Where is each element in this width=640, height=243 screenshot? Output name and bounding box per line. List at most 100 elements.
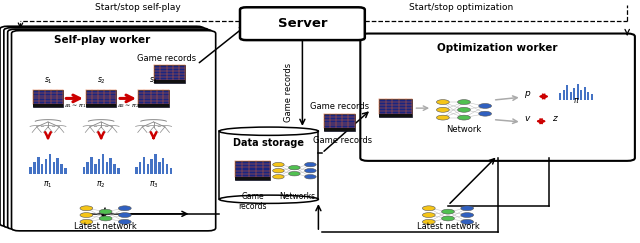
Bar	[235, 161, 270, 180]
Circle shape	[442, 209, 454, 214]
FancyBboxPatch shape	[8, 29, 212, 229]
Text: Game
records: Game records	[239, 192, 267, 211]
Bar	[90, 157, 93, 174]
Bar	[41, 165, 44, 174]
Bar	[33, 104, 63, 107]
Bar	[147, 165, 149, 174]
Circle shape	[118, 219, 131, 224]
Circle shape	[80, 206, 93, 211]
Bar	[154, 80, 185, 83]
Text: $z$: $z$	[552, 114, 559, 123]
Bar	[45, 159, 47, 174]
Text: $s_1$: $s_1$	[44, 75, 52, 86]
FancyBboxPatch shape	[4, 28, 208, 228]
Bar	[138, 90, 169, 107]
Text: Game records: Game records	[313, 136, 372, 145]
Text: $\pi$: $\pi$	[573, 96, 579, 105]
Bar	[37, 157, 40, 174]
Text: Start/stop self-play: Start/stop self-play	[95, 3, 180, 12]
Bar	[86, 90, 116, 107]
Bar	[83, 166, 85, 174]
Bar	[566, 86, 568, 100]
Text: $\pi_2$: $\pi_2$	[97, 180, 106, 190]
Circle shape	[289, 165, 300, 170]
Bar	[102, 154, 104, 174]
Bar	[235, 177, 270, 180]
Text: Self-play worker: Self-play worker	[54, 35, 150, 45]
Bar	[64, 168, 67, 174]
Text: Latest network: Latest network	[417, 222, 479, 231]
Circle shape	[422, 213, 435, 217]
Text: $a_2{\sim}\pi_2$: $a_2{\sim}\pi_2$	[116, 102, 140, 110]
Bar	[584, 87, 586, 100]
Circle shape	[118, 206, 131, 211]
Bar	[154, 154, 157, 174]
Bar	[139, 162, 141, 174]
Circle shape	[118, 213, 131, 217]
Text: $p$: $p$	[524, 89, 531, 100]
Bar	[587, 92, 589, 100]
Text: Game records: Game records	[310, 102, 369, 111]
Bar	[570, 92, 572, 100]
Bar	[324, 114, 355, 131]
FancyBboxPatch shape	[360, 34, 635, 161]
Bar	[158, 162, 161, 174]
Text: $s_3$: $s_3$	[149, 75, 158, 86]
Text: Game records: Game records	[137, 54, 196, 63]
Bar	[113, 165, 116, 174]
Bar	[166, 165, 168, 174]
Text: $s_2$: $s_2$	[97, 75, 106, 86]
Bar	[591, 94, 593, 100]
Bar	[109, 158, 112, 174]
Circle shape	[422, 219, 435, 224]
Circle shape	[436, 115, 449, 120]
Bar	[60, 165, 63, 174]
Circle shape	[99, 209, 112, 214]
Circle shape	[479, 104, 492, 108]
Bar	[219, 131, 319, 199]
Text: Data storage: Data storage	[234, 138, 304, 148]
Bar	[563, 90, 565, 100]
Circle shape	[436, 107, 449, 112]
Circle shape	[273, 162, 284, 167]
Circle shape	[422, 206, 435, 211]
Text: Networks: Networks	[280, 192, 316, 201]
Circle shape	[461, 219, 474, 224]
Circle shape	[305, 174, 316, 179]
Bar	[138, 104, 169, 107]
Bar	[580, 90, 582, 100]
Bar	[143, 157, 145, 174]
Bar	[573, 88, 575, 100]
Circle shape	[442, 216, 454, 221]
Bar	[170, 168, 172, 174]
Text: Network: Network	[446, 125, 482, 134]
Bar	[98, 159, 100, 174]
Circle shape	[273, 168, 284, 173]
Bar	[33, 90, 63, 107]
Circle shape	[305, 162, 316, 167]
Bar	[106, 162, 108, 174]
Text: $\pi_1$: $\pi_1$	[44, 180, 52, 190]
Ellipse shape	[219, 127, 319, 135]
Circle shape	[479, 111, 492, 116]
Bar	[86, 162, 89, 174]
Bar	[324, 128, 355, 131]
Text: Start/stop optimization: Start/stop optimization	[409, 3, 513, 12]
Text: Optimization worker: Optimization worker	[437, 43, 558, 52]
Bar	[150, 159, 153, 174]
Circle shape	[461, 213, 474, 217]
Circle shape	[99, 216, 112, 221]
FancyBboxPatch shape	[240, 7, 365, 40]
Circle shape	[80, 213, 93, 217]
Bar	[379, 114, 412, 117]
Text: Server: Server	[278, 17, 327, 30]
Bar	[379, 99, 412, 117]
Bar	[154, 65, 185, 83]
Bar	[52, 162, 55, 174]
Bar	[559, 93, 561, 100]
Bar	[29, 166, 32, 174]
Circle shape	[461, 206, 474, 211]
Circle shape	[305, 168, 316, 173]
Bar	[135, 166, 138, 174]
Circle shape	[458, 115, 470, 120]
